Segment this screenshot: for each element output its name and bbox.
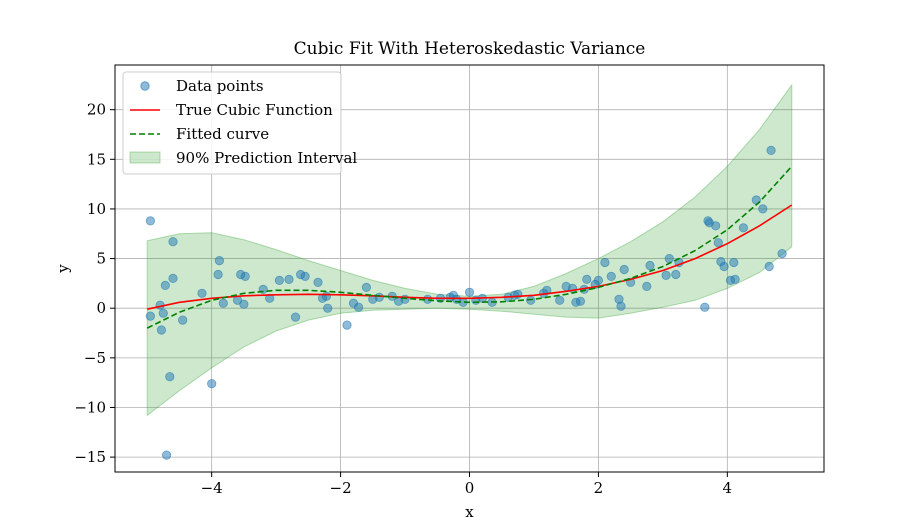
y-tick-label: 0 (96, 299, 106, 317)
y-tick-label: 20 (87, 101, 106, 119)
data-point (719, 261, 729, 272)
data-point (555, 295, 565, 305)
legend: Data points True Cubic Function Fitted cur… (122, 71, 357, 175)
data-point (661, 270, 671, 280)
data-point (764, 261, 774, 272)
data-point (214, 255, 224, 266)
data-point (342, 320, 352, 330)
curves-layer (146, 165, 793, 329)
x-tick-label: −2 (330, 479, 352, 497)
data-point (197, 288, 207, 298)
data-point (300, 271, 310, 281)
data-point (178, 315, 188, 325)
data-point (642, 281, 652, 291)
legend-item: True Cubic Function (130, 101, 333, 119)
legend-item: 90% Prediction Interval (129, 149, 357, 167)
data-point (700, 302, 710, 312)
x-tick-label: −4 (201, 479, 223, 497)
data-point (353, 302, 364, 312)
data-point (766, 145, 776, 155)
data-point (664, 254, 674, 264)
data-point (777, 249, 787, 259)
y-tick-label: −15 (74, 448, 106, 466)
data-point (361, 282, 371, 292)
fitted-curve-line (146, 165, 793, 329)
data-point (265, 293, 275, 303)
data-point (168, 273, 178, 283)
data-point (582, 274, 592, 284)
data-point (290, 312, 301, 322)
legend-item: Fitted curve (130, 125, 269, 143)
prediction-interval-band (146, 83, 793, 417)
data-point (400, 294, 410, 304)
data-point (274, 275, 284, 285)
data-point (713, 238, 723, 248)
data-point (600, 257, 610, 268)
data-point (162, 450, 172, 460)
data-point (207, 379, 217, 389)
legend-band-swatch (129, 151, 161, 164)
data-point (575, 296, 586, 306)
y-tick-label: −5 (84, 349, 106, 367)
y-tick-label: −10 (74, 398, 106, 416)
data-point (729, 257, 739, 268)
true-cubic-line (147, 204, 793, 310)
chart-title: Cubic Fit With Heteroskedastic Variance (294, 39, 646, 59)
legend-label: True Cubic Function (176, 101, 333, 119)
legend-marker (140, 81, 150, 91)
data-point (619, 264, 629, 275)
y-tick-label: 10 (87, 200, 106, 218)
legend-label: Data points (176, 77, 264, 95)
data-point (616, 301, 626, 311)
data-point (313, 277, 323, 287)
data-point (165, 372, 175, 382)
data-point (758, 204, 768, 214)
x-axis-title: x (465, 503, 474, 521)
data-point (213, 269, 223, 280)
data-point (711, 221, 721, 231)
data-point (145, 311, 155, 321)
y-tick-label: 5 (96, 250, 106, 268)
data-point (158, 308, 168, 318)
prediction-band-layer (146, 83, 793, 417)
x-tick-label: 2 (594, 479, 604, 497)
data-point (606, 271, 616, 281)
legend-label: Fitted curve (176, 125, 269, 143)
data-point (645, 260, 655, 271)
data-point (374, 292, 384, 302)
data-point (239, 299, 249, 309)
data-point (284, 274, 294, 284)
data-point (145, 216, 155, 226)
data-point (738, 223, 749, 233)
data-point (730, 274, 740, 284)
y-tick-label: 15 (87, 150, 106, 168)
y-axis-title: y (54, 264, 72, 274)
data-point (160, 280, 170, 290)
data-point (218, 298, 228, 308)
grid (115, 65, 824, 472)
x-tick-label: 4 (723, 479, 733, 497)
data-point (593, 275, 604, 285)
legend-item: Data points (140, 77, 264, 95)
legend-label: 90% Prediction Interval (176, 149, 357, 167)
data-point (464, 287, 475, 297)
legend-box (122, 71, 342, 175)
data-point (168, 237, 178, 247)
ticks-layer: −4 −2 0 2 4 −15 −10 −5 0 5 10 15 20 (74, 101, 732, 497)
data-point (321, 291, 331, 301)
data-point (156, 325, 166, 335)
data-point (240, 271, 250, 281)
data-point (323, 303, 333, 313)
x-tick-label: 0 (465, 479, 475, 497)
data-point (671, 269, 681, 280)
